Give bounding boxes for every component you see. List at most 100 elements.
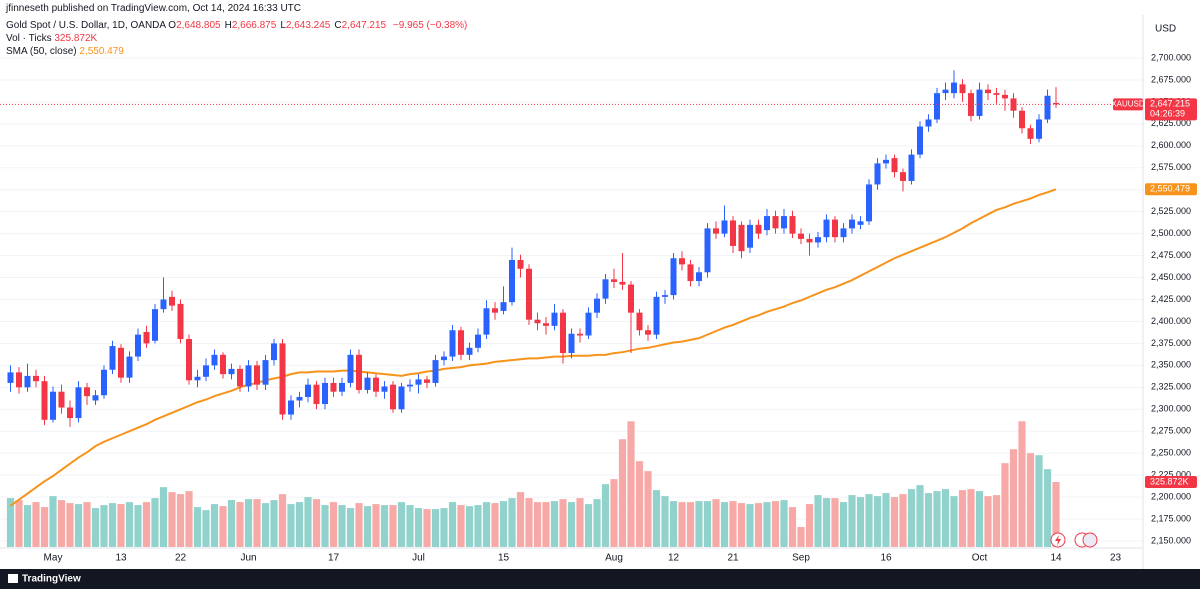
candle-body — [832, 219, 838, 238]
volume-bar — [125, 502, 134, 547]
volume-bar — [423, 509, 431, 547]
volume-bar — [763, 502, 771, 547]
volume-bar — [559, 499, 567, 547]
candle-body — [330, 382, 337, 392]
candle-body — [840, 228, 847, 238]
x-tick-label: 16 — [880, 553, 892, 564]
volume-bar — [295, 502, 304, 547]
volume-bar — [1026, 453, 1035, 547]
volume-bar — [814, 495, 822, 547]
volume-bar — [397, 502, 406, 547]
y-tick-label: 2,600.000 — [1151, 140, 1191, 150]
candle-body — [390, 384, 396, 410]
volume-bar — [907, 489, 916, 547]
y-tick-label: 2,275.000 — [1151, 426, 1191, 436]
candle-body — [186, 339, 192, 381]
currency-label: USD — [1155, 24, 1176, 35]
candle-body — [483, 308, 490, 335]
volume-bar — [848, 495, 856, 547]
x-tick-label: Jun — [240, 553, 256, 564]
y-tick-label: 2,525.000 — [1151, 206, 1191, 216]
candle-body — [101, 369, 107, 396]
candle-body — [228, 368, 235, 375]
volume-bar — [780, 500, 788, 547]
x-tick-label: Jul — [412, 553, 425, 564]
y-tick-label: 2,625.000 — [1151, 118, 1191, 128]
volume-bar — [865, 494, 873, 547]
symbol-tag-label: XAUUSD — [1111, 99, 1145, 108]
volume-bar — [185, 491, 193, 547]
candle-body — [798, 233, 804, 239]
brand-logo — [8, 574, 18, 583]
volume-bar — [644, 471, 652, 547]
legend-main: Gold Spot / U.S. Dollar, 1D, OANDA O2,64… — [6, 20, 467, 31]
volume-bar — [142, 502, 151, 547]
volume-bar — [797, 527, 805, 547]
y-tick-label: 2,675.000 — [1151, 74, 1191, 84]
volume-tag — [1145, 475, 1197, 488]
candle-body — [772, 216, 779, 229]
volume-bar — [984, 496, 992, 547]
volume-bar — [1043, 469, 1052, 547]
volume-bar — [958, 490, 967, 547]
candle-body — [900, 172, 906, 181]
volume-bar — [967, 489, 975, 547]
volume-bar — [618, 439, 627, 547]
volume-bar — [992, 495, 1001, 547]
ohlc-value: 2,648.805 — [176, 20, 221, 31]
volume-bar — [363, 506, 372, 547]
volume-bar — [465, 506, 474, 547]
y-tick-label: 2,300.000 — [1151, 404, 1191, 414]
volume-bar — [329, 502, 338, 547]
volume-bar — [669, 501, 678, 547]
x-tick-label: Sep — [792, 553, 810, 564]
volume-bar — [253, 499, 261, 547]
x-tick-label: 23 — [1110, 553, 1122, 564]
flag-icon[interactable] — [1082, 532, 1098, 548]
candle-body — [602, 279, 609, 299]
volume-bar — [23, 505, 32, 547]
volume-bar — [856, 497, 865, 547]
x-tick-label: 21 — [727, 553, 739, 564]
candle-body — [526, 268, 532, 320]
volume-bar — [83, 502, 91, 547]
candle-body — [313, 384, 320, 405]
ohlc-value: 2,643.245 — [285, 20, 331, 31]
candle-body — [41, 381, 48, 420]
x-tick-label: May — [44, 553, 63, 564]
candle-body — [687, 264, 694, 282]
volume-bar — [712, 499, 720, 547]
candle-body — [908, 154, 915, 181]
candle-body — [84, 387, 90, 397]
volume-bar — [372, 504, 380, 547]
ohlc-label: C — [334, 20, 342, 31]
candle-body — [849, 219, 855, 229]
candle-body — [288, 400, 294, 415]
volume-bar — [737, 503, 746, 547]
volume-bar — [508, 498, 516, 547]
candle-body — [1019, 110, 1025, 129]
volume-bar — [831, 498, 839, 547]
ohlc-label: H — [224, 20, 232, 31]
volume-bar — [474, 505, 482, 547]
volume-bar — [117, 504, 125, 547]
candle-body — [143, 331, 150, 344]
candle-body — [568, 333, 575, 354]
legend-volume: Vol · Ticks 325.872K — [6, 33, 97, 44]
candle-body — [653, 296, 660, 335]
candle-body — [806, 238, 813, 243]
volume-bar — [525, 498, 533, 547]
legend-sma: SMA (50, close) 2,550.479 — [6, 46, 124, 57]
volume-bar — [788, 507, 797, 547]
volume-bar — [440, 508, 448, 547]
x-tick-label: 17 — [328, 553, 340, 564]
ohlc-value: 2,666.875 — [231, 20, 277, 31]
candle-body — [976, 89, 983, 116]
candle-body — [177, 303, 184, 340]
candle-body — [934, 93, 940, 120]
volume-bar — [448, 502, 457, 547]
volume-bar — [100, 505, 108, 547]
volume-bar — [491, 503, 499, 547]
candle-body — [636, 312, 643, 331]
candle-body — [781, 216, 787, 229]
